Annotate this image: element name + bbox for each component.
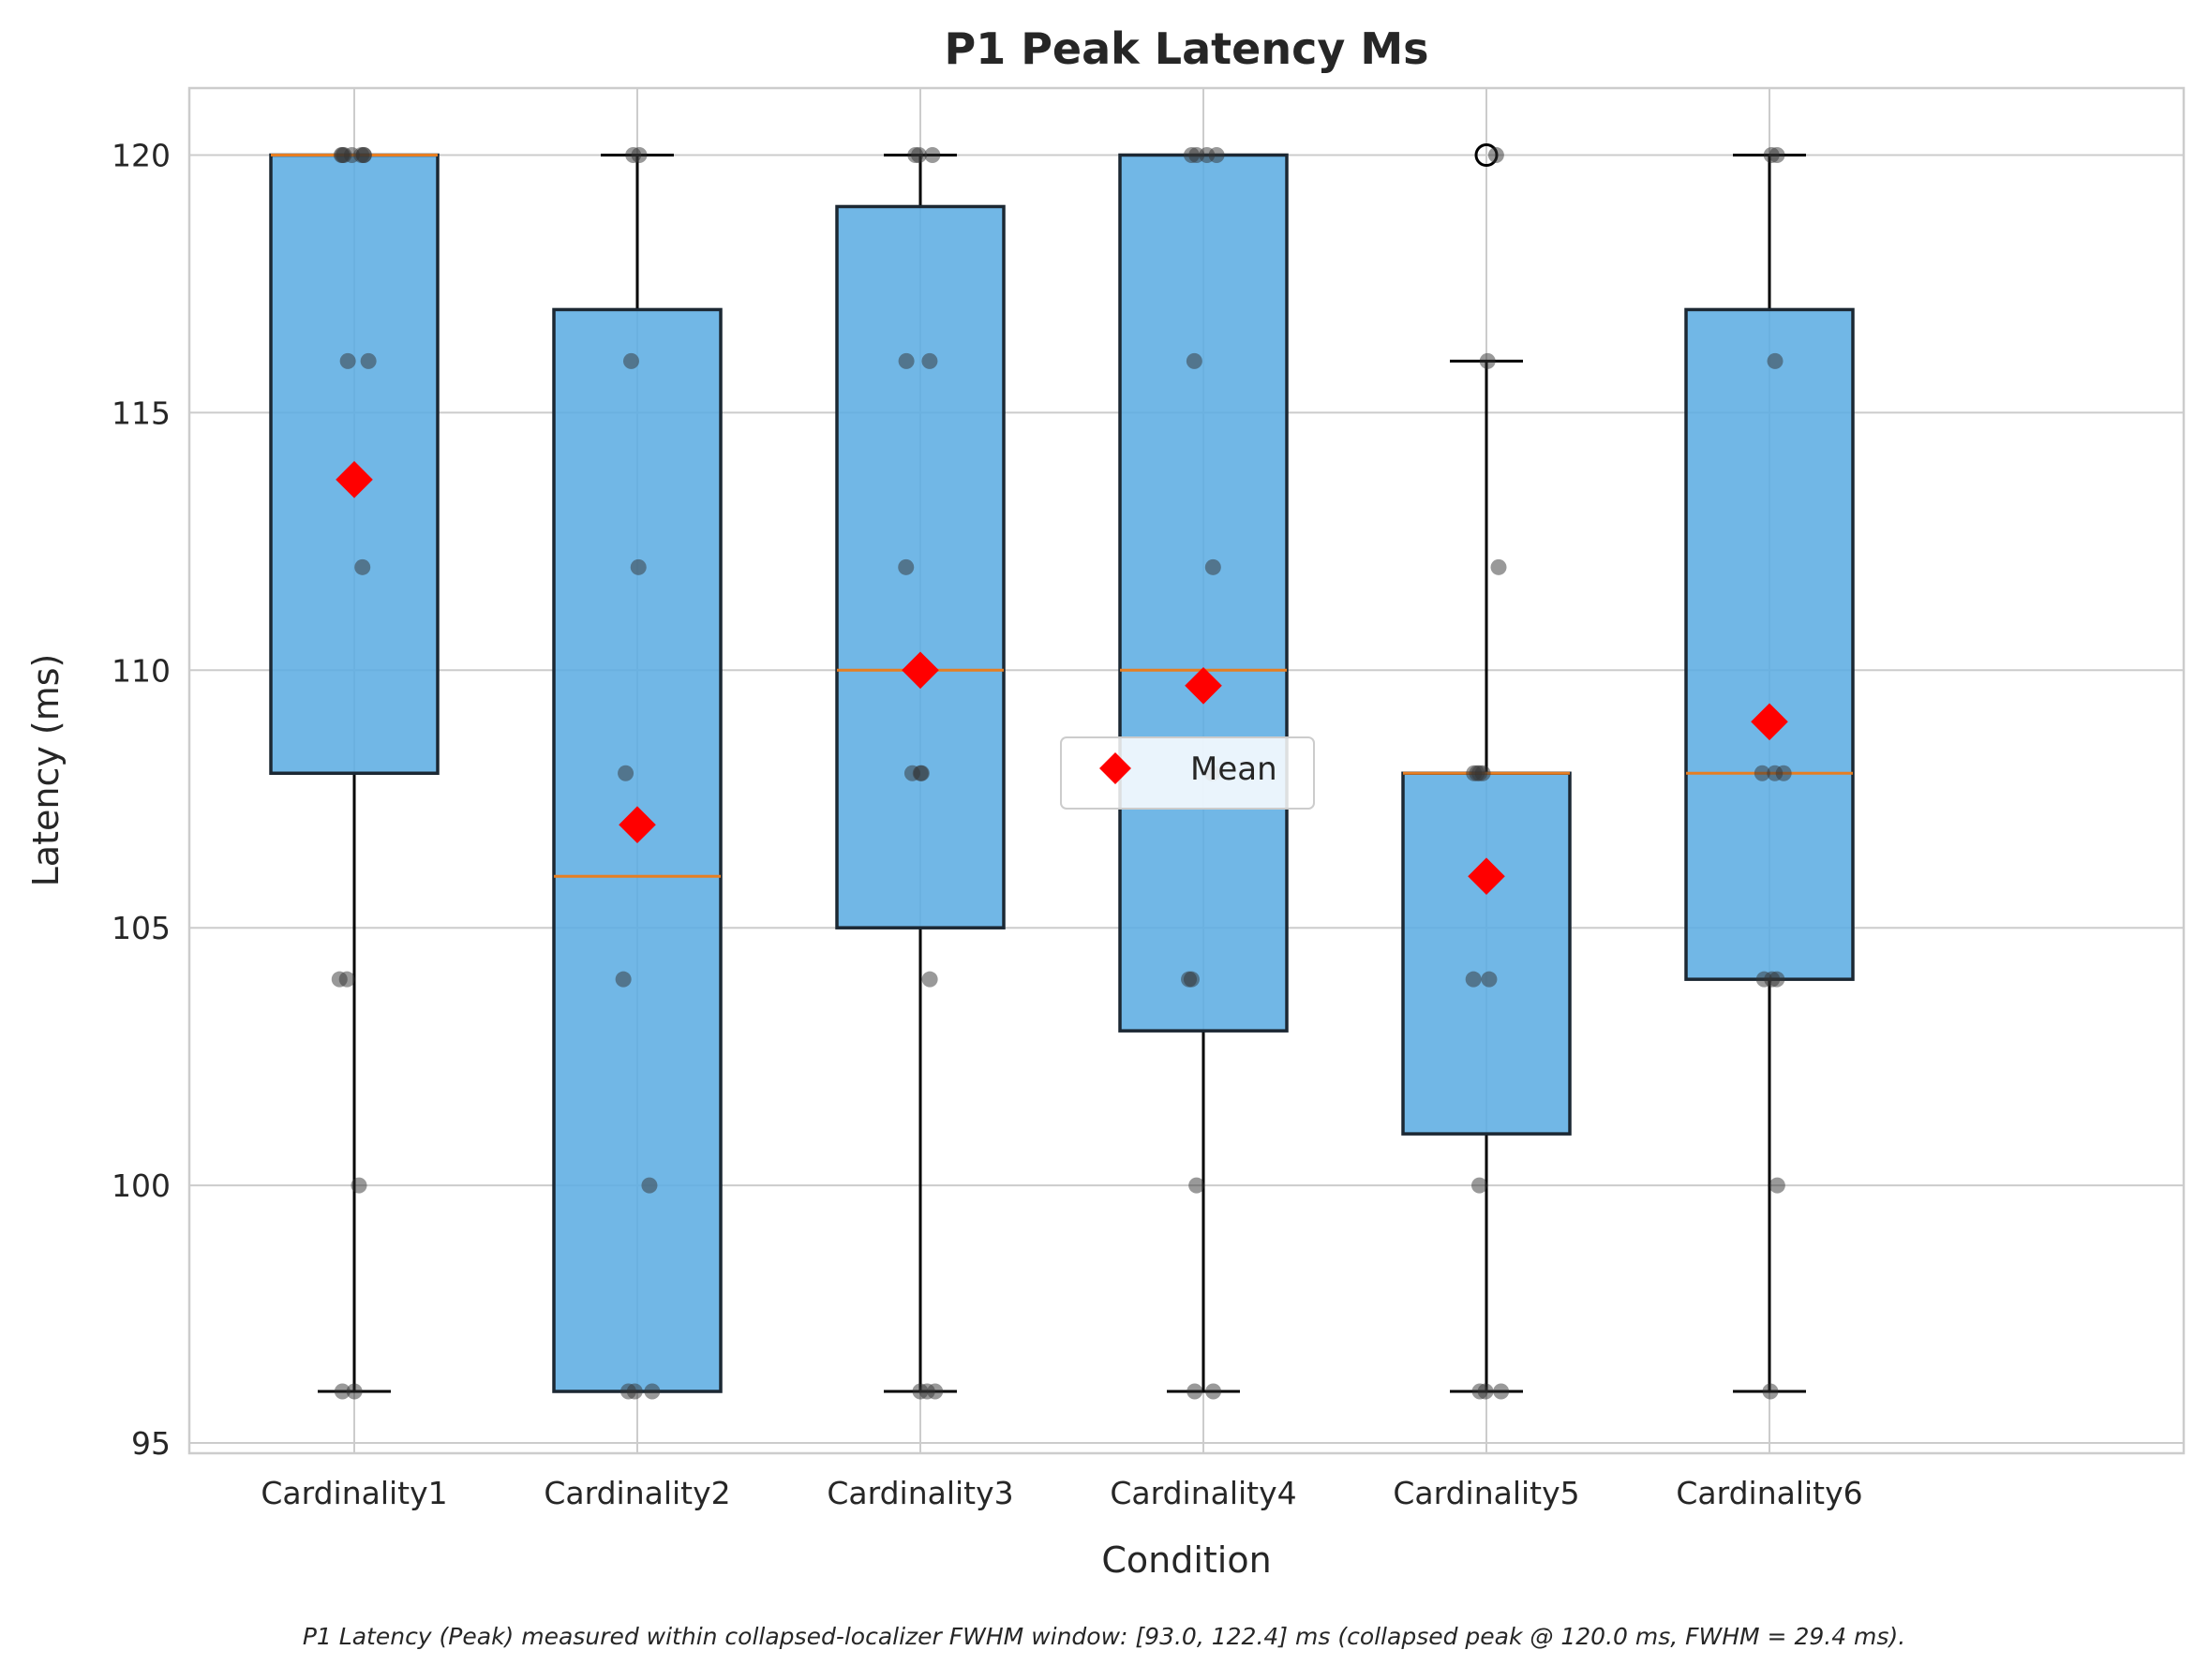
data-point [630,558,647,575]
data-point [1769,1177,1785,1194]
data-point [912,765,929,781]
legend-box [1060,736,1315,810]
legend-mean-label: Mean [1190,751,1277,788]
data-point [1186,352,1202,369]
data-point [912,1383,929,1400]
legend: Mean [1060,736,1315,810]
data-point [1767,765,1784,781]
legend-mean-marker [1099,752,1131,784]
iqr-box [835,204,1006,929]
data-point [644,1383,661,1400]
data-point [625,146,642,163]
x-tick-labels: Cardinality1 Cardinality2 Cardinality3 Card… [261,1475,1862,1511]
data-point [1183,971,1200,988]
y-tick-label: 110 [112,652,171,689]
y-tick-label: 115 [112,394,171,431]
x-tick-label: Cardinality2 [544,1475,730,1511]
data-point [1465,971,1482,988]
data-point [1199,146,1216,163]
data-point [1204,558,1221,575]
chart-title: P1 Peak Latency Ms [944,23,1428,74]
data-point [626,1383,643,1400]
data-point [1763,146,1780,163]
data-point [622,352,639,369]
points-layer [331,146,1792,1400]
data-point [355,146,372,163]
data-point [921,352,938,369]
data-point [618,765,634,781]
data-point [898,352,915,369]
data-point [641,1177,658,1194]
x-axis-label: Condition [1101,1539,1271,1581]
data-point [921,971,938,988]
y-axis-label: Latency (ms) [25,654,67,887]
y-tick-label: 95 [131,1425,171,1462]
data-point [1493,1383,1510,1400]
y-tick-label: 120 [112,137,171,173]
mean-marker [902,651,939,690]
x-tick-label: Cardinality6 [1676,1475,1862,1511]
y-tick-label: 105 [112,910,171,946]
data-point [1479,352,1496,369]
iqr-box [1118,153,1289,1033]
data-point [1477,1383,1494,1400]
x-tick-label: Cardinality3 [827,1475,1013,1511]
data-point [927,1383,944,1400]
data-point [1755,971,1772,988]
data-point [360,352,377,369]
data-point [334,1383,351,1400]
iqr-box [552,307,723,1393]
data-point [924,146,941,163]
figure-caption: P1 Latency (Peak) measured within collap… [303,1623,1905,1650]
data-point [1188,1177,1205,1194]
plot-frame [187,86,2186,1455]
data-point [354,558,371,575]
data-point [1471,1177,1488,1194]
data-point [334,146,351,163]
data-point [351,1177,367,1194]
data-point [1490,558,1507,575]
data-point [1187,1383,1203,1400]
data-point [1474,765,1491,781]
data-point [1767,352,1784,369]
mean-marker [1468,857,1505,896]
data-point [1754,765,1770,781]
data-point [1183,146,1200,163]
data-point [338,971,355,988]
data-point [1481,971,1498,988]
data-point [339,352,356,369]
x-tick-label: Cardinality4 [1110,1475,1296,1511]
mean-marker [619,806,656,844]
y-tick-label: 100 [112,1167,171,1204]
y-tick-labels: 95 100 105 110 115 120 [112,137,171,1462]
iqr-box [1684,307,1855,981]
data-point [1487,146,1504,163]
boxes-layer [269,142,1855,1393]
mean-marker [1751,703,1788,741]
data-point [898,558,915,575]
mean-marker [1185,666,1222,705]
data-point [346,1383,363,1400]
x-tick-label: Cardinality5 [1393,1475,1579,1511]
data-point [615,971,632,988]
data-point [1762,1383,1779,1400]
x-tick-label: Cardinality1 [261,1475,447,1511]
data-point [907,146,924,163]
iqr-box [1401,771,1572,1136]
data-point [1205,1383,1222,1400]
